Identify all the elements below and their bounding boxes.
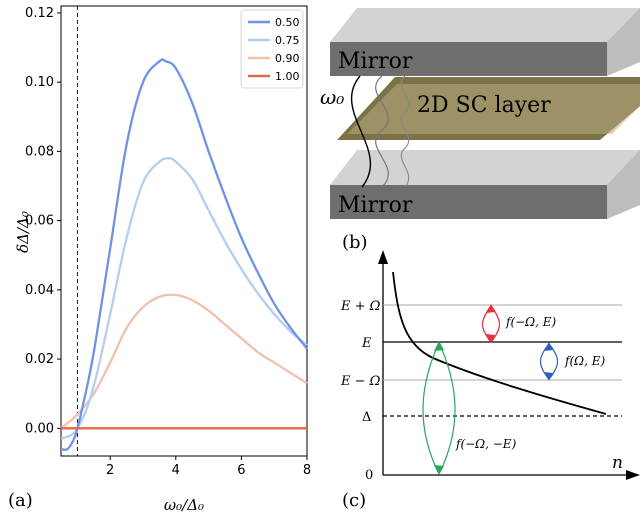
- x-tick-label: 2: [106, 463, 114, 478]
- x-tick-label: 6: [237, 463, 245, 478]
- sc-layer-shade: [347, 84, 640, 134]
- x-tick-label: 4: [172, 463, 180, 478]
- y-tick-label: 0.02: [25, 352, 54, 367]
- top-mirror-front: [330, 42, 607, 76]
- x-ticks: 2 4 6 8: [106, 456, 311, 478]
- cavity-mode-3: [400, 75, 410, 188]
- legend-entry: 0.50: [275, 16, 300, 29]
- top-mirror-side: [607, 8, 640, 76]
- legend-box: [240, 9, 304, 89]
- blue-arrowhead-up: [544, 342, 553, 351]
- diagram-c: n E + Ω E E − Ω Δ 0 f(−Ω, E) f(Ω, E) f(−…: [340, 250, 640, 511]
- legend-entry: 0.75: [275, 34, 300, 47]
- omega-label: ω₀: [320, 85, 344, 109]
- panel-label-a: (a): [8, 490, 33, 511]
- label-e-plus-omega: E + Ω: [340, 299, 381, 314]
- y-ticks: 0.00 0.02 0.04 0.06 0.08 0.10 0.12: [25, 6, 61, 436]
- red-arrowhead-down: [486, 334, 495, 343]
- legend: 0.50 0.75 0.90 1.00: [240, 9, 304, 89]
- top-mirror-label: Mirror: [338, 49, 413, 74]
- green-arrow-left: [422, 344, 439, 473]
- blue-arrow-label: f(Ω, E): [564, 354, 605, 368]
- panel-label-b: (b): [342, 232, 368, 253]
- bottom-mirror-top: [330, 150, 640, 185]
- green-arrow-right: [439, 344, 456, 473]
- y-tick-label: 0.08: [25, 144, 54, 159]
- sc-layer-label: 2D SC layer: [417, 93, 551, 118]
- red-arrowhead-up: [486, 304, 495, 313]
- label-e-minus-omega: E − Ω: [340, 374, 381, 389]
- blue-arrowhead-down: [544, 372, 553, 381]
- green-arrowhead-down: [434, 465, 444, 475]
- legend-entry: 1.00: [275, 70, 300, 83]
- diagram-b: Mirror 2D SC layer Mirror ω₀ (b): [320, 8, 640, 253]
- bottom-mirror-label: Mirror: [338, 193, 413, 218]
- label-delta: Δ: [362, 410, 371, 425]
- top-mirror-top: [330, 8, 640, 42]
- label-zero: 0: [365, 468, 373, 483]
- bottom-mirror-side: [607, 150, 640, 219]
- y-tick-label: 0.06: [25, 214, 54, 229]
- y-tick-label: 0.00: [25, 421, 54, 436]
- y-tick-label: 0.04: [25, 283, 54, 298]
- green-arrowhead-up: [434, 341, 444, 351]
- green-arrow-label: f(−Ω, −E): [455, 437, 517, 451]
- y-axis-label: δΔ/Δ₀: [14, 211, 32, 253]
- panel-label-c: (c): [342, 490, 366, 511]
- y-tick-label: 0.10: [25, 75, 54, 90]
- x-axis-label: ω₀/Δ₀: [164, 496, 204, 514]
- n-axis-label: n: [612, 453, 623, 473]
- density-curve: [392, 271, 607, 415]
- red-arrow-label: f(−Ω, E): [505, 315, 557, 329]
- legend-entry: 0.90: [275, 52, 300, 65]
- series-line-0-75: [60, 157, 308, 440]
- blue-arrow-right: [549, 344, 559, 379]
- label-e: E: [361, 336, 372, 351]
- series-line-0-90: [60, 293, 308, 430]
- series-lines: [60, 58, 308, 451]
- plot-frame: [60, 5, 308, 457]
- bottom-mirror-front: [330, 185, 607, 219]
- x-tick-label: 8: [303, 463, 311, 478]
- cavity-mode-1: [350, 75, 372, 188]
- y-tick-label: 0.12: [25, 6, 54, 21]
- series-line-0-50: [60, 58, 308, 451]
- n-axis-arrow: [626, 470, 640, 480]
- cavity-mode-2: [375, 75, 389, 188]
- energy-axis-arrow: [378, 250, 388, 264]
